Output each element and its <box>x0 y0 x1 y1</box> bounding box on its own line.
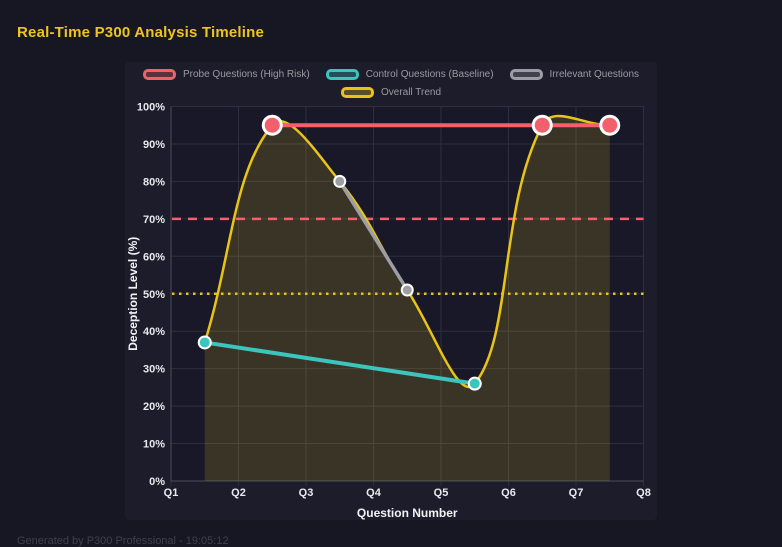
legend-label: Irrelevant Questions <box>549 69 640 80</box>
y-tick-label: 50% <box>143 289 165 301</box>
y-tick-label: 40% <box>143 326 165 338</box>
series-line-control-questions-baseline <box>202 340 477 386</box>
legend-item-control-questions-baseline[interactable]: Control Questions (Baseline) <box>325 69 494 80</box>
legend-label: Control Questions (Baseline) <box>365 69 494 80</box>
x-tick-label: Q5 <box>434 487 449 499</box>
footer-text: Generated by P300 Professional - 19:05:1… <box>17 535 229 547</box>
data-point-probe-questions-high-risk <box>534 117 550 133</box>
series-line-irrelevant-questions <box>338 179 409 292</box>
x-tick-label: Q3 <box>299 487 314 499</box>
y-tick-label: 30% <box>143 364 165 376</box>
y-tick-label: 60% <box>143 251 165 263</box>
data-point-control-questions-baseline <box>199 337 210 348</box>
area-overall-trend <box>204 115 610 481</box>
y-tick-label: 0% <box>149 476 165 488</box>
y-tick-label: 10% <box>143 439 165 451</box>
legend-label: Probe Questions (High Risk) <box>182 69 310 80</box>
page-title: Real-Time P300 Analysis Timeline <box>17 24 265 41</box>
data-point-irrelevant-questions <box>402 285 412 295</box>
legend-swatch-control-questions-baseline <box>325 69 359 80</box>
x-axis-title: Question Number <box>357 506 458 520</box>
legend-swatch-probe-questions-high-risk <box>142 69 176 80</box>
data-point-probe-questions-high-risk <box>264 117 280 133</box>
legend-item-irrelevant-questions[interactable]: Irrelevant Questions <box>509 69 640 80</box>
data-point-control-questions-baseline <box>469 378 480 389</box>
data-point-irrelevant-questions <box>335 176 345 186</box>
data-point-probe-questions-high-risk <box>602 117 618 133</box>
y-tick-label: 20% <box>143 401 165 413</box>
x-tick-label: Q6 <box>501 487 516 499</box>
y-tick-label: 90% <box>143 139 165 151</box>
x-tick-label: Q2 <box>231 487 246 499</box>
x-tick-label: Q8 <box>636 487 651 499</box>
y-tick-label: 80% <box>143 176 165 188</box>
legend-swatch-overall-trend <box>340 87 374 98</box>
y-tick-label: 100% <box>137 102 165 114</box>
x-tick-label: Q7 <box>569 487 584 499</box>
x-tick-label: Q1 <box>164 487 179 499</box>
legend-item-probe-questions-high-risk[interactable]: Probe Questions (High Risk) <box>142 69 310 80</box>
legend-item-overall-trend[interactable]: Overall Trend <box>340 87 442 98</box>
legend-swatch-irrelevant-questions <box>509 69 543 80</box>
y-tick-label: 70% <box>143 214 165 226</box>
legend-label: Overall Trend <box>380 87 442 98</box>
y-axis-title: Deception Level (%) <box>126 237 140 351</box>
chart-legend: Probe Questions (High Risk) Control Quest… <box>141 69 641 98</box>
x-tick-label: Q4 <box>366 487 382 499</box>
